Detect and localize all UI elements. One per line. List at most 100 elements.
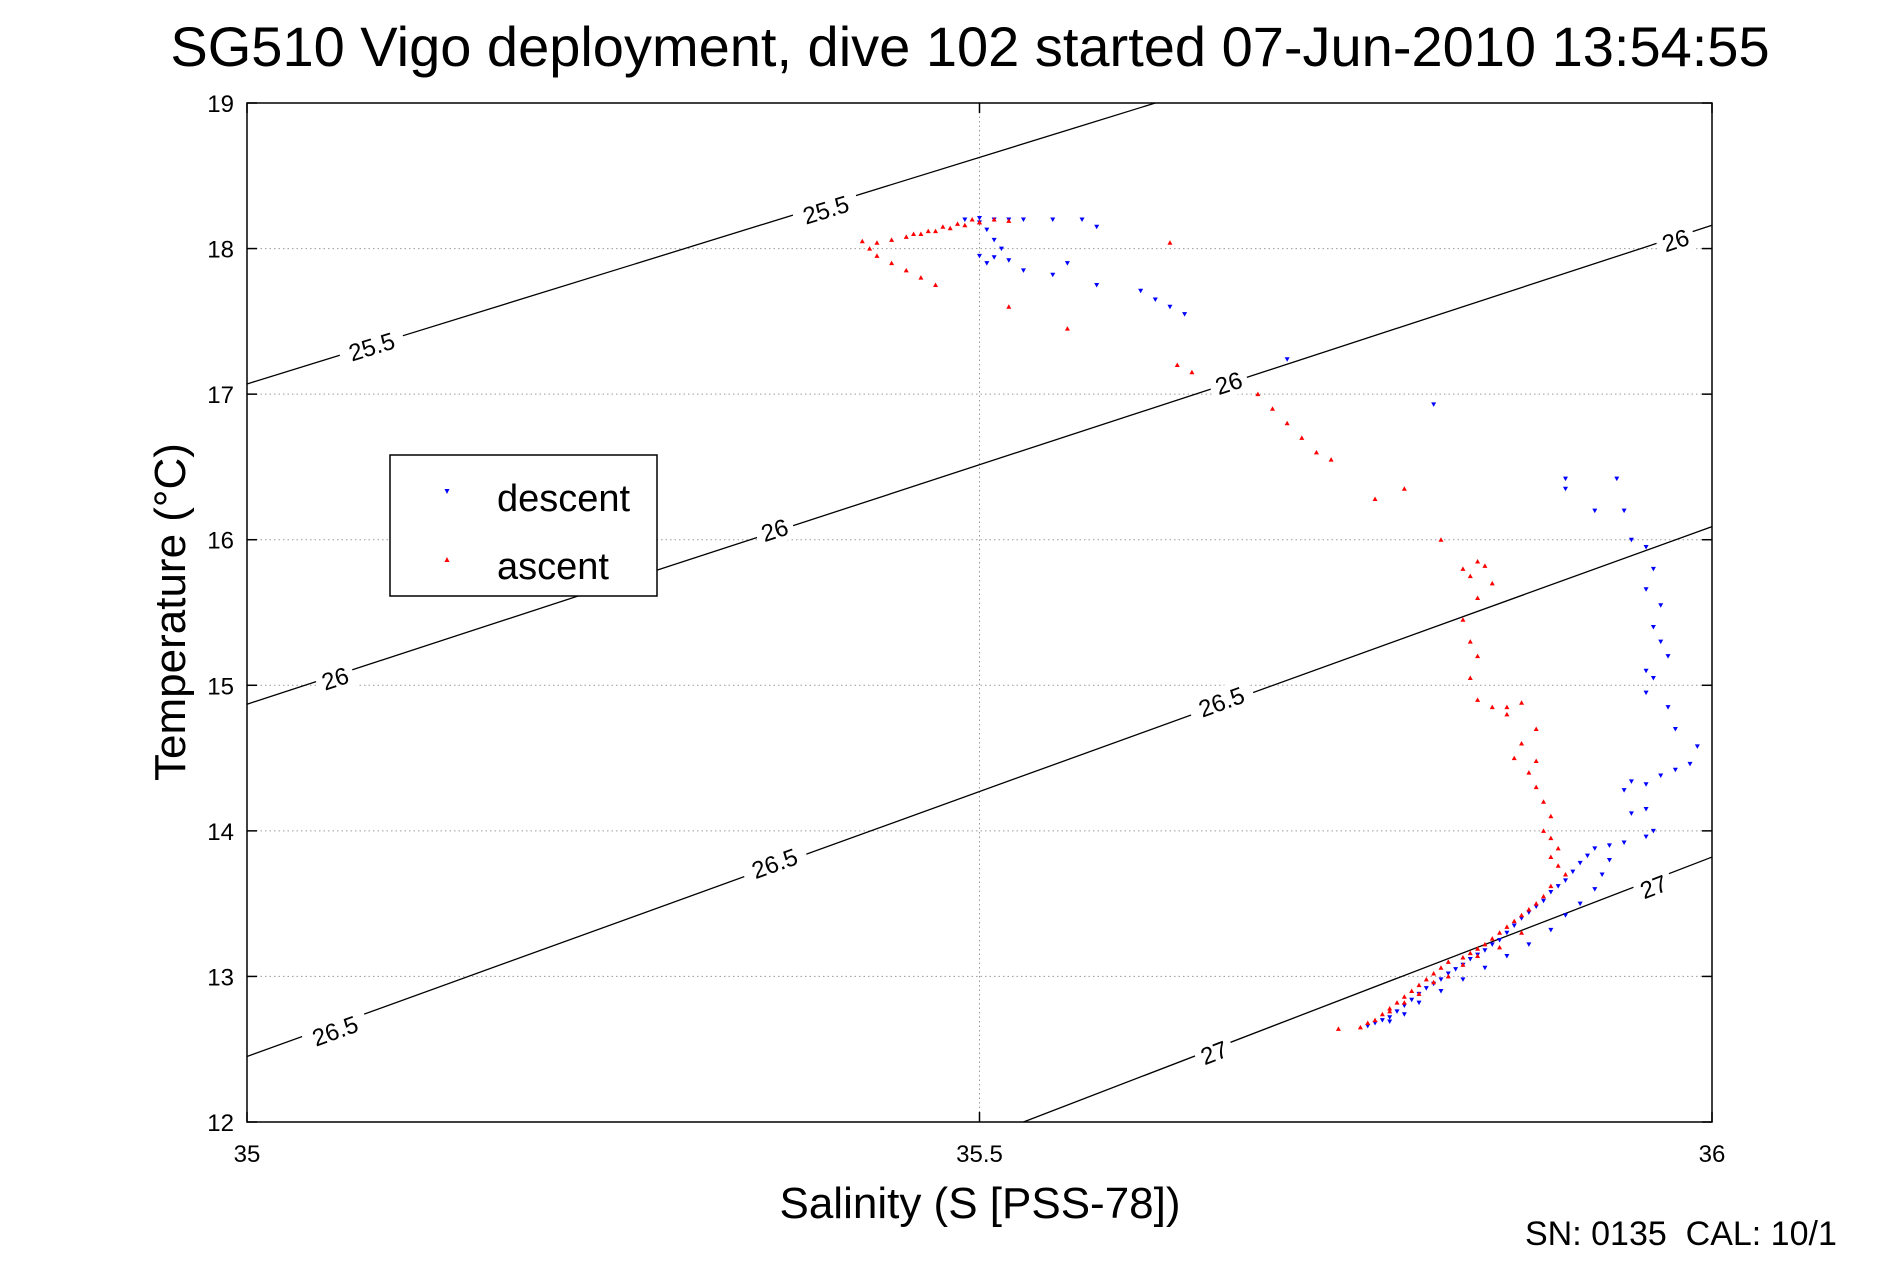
descent-point [1665,654,1671,659]
x-axis-label: Salinity (S [PSS-78]) [779,1179,1180,1228]
y-tick-label: 18 [207,237,234,264]
descent-point [1563,486,1568,492]
contour-label-gap [738,838,811,888]
contour-line [246,224,1713,705]
ascent-point [1504,711,1510,717]
contour-label-gap [1206,363,1251,402]
ascent-point [1431,979,1437,985]
contour-label-gap [1652,220,1698,260]
ascent-point [1467,573,1473,579]
ascent-point [1475,559,1481,564]
descent-point [1599,872,1605,878]
ascent-point [903,267,909,273]
descent-point [1658,773,1664,779]
descent-point [1614,476,1620,482]
ascent-point [1489,936,1495,941]
ascent-point [1299,435,1305,440]
ascent-point [1313,449,1319,455]
ascent-point [1533,758,1539,763]
descent-point [1563,476,1568,482]
ascent-point [1497,944,1503,950]
ascent-point [1423,976,1429,982]
ascent-point [1533,726,1539,731]
descent-point [1182,312,1188,317]
descent-point [1094,224,1100,230]
ascent-point [1460,962,1466,967]
descent-point [1541,898,1547,904]
descent-point [1672,767,1678,773]
ascent-point [918,275,924,280]
descent-point [1643,782,1649,787]
descent-point [1438,977,1444,982]
descent-point [1621,508,1627,514]
ascent-point [1401,1000,1407,1005]
descent-point [1006,258,1012,263]
descent-point [1138,288,1144,294]
descent-point [1020,268,1026,273]
contour-label-gap [751,510,797,549]
ascent-point [1006,304,1012,309]
y-axis-label: Temperature (°C) [146,443,195,781]
descent-point [1423,986,1429,991]
descent-point [1482,948,1488,953]
legend: descent ascent [389,454,658,597]
ascent-point [859,238,865,244]
descent-point [1533,904,1539,910]
descent-point [1284,357,1290,362]
descent-point [1489,942,1495,947]
contour-label-gap [335,322,408,370]
ascent-point [933,282,939,287]
ascent-point [1006,218,1012,223]
y-tick-label: 17 [207,382,234,409]
ascent-point [1467,675,1473,681]
descent-point [1643,587,1649,592]
ascent-point [889,237,895,242]
ascent-point [1328,457,1334,462]
ascent-point [1548,835,1554,841]
descent-point [1497,938,1503,943]
ascent-point [1526,770,1532,775]
ascent-point [874,253,880,258]
descent-point [1643,807,1649,812]
ascent-point [1504,704,1510,710]
ascent-point [933,228,939,234]
ascent-point [1526,906,1532,912]
descent-point [1482,965,1488,971]
descent-point [1548,889,1554,895]
ascent-point [1555,863,1561,868]
y-tick-label: 15 [207,673,234,700]
descent-point [1621,788,1627,793]
descent-point [1394,1009,1400,1014]
ascent-point [1394,1000,1400,1005]
descent-point [1672,726,1678,732]
ascent-point [1379,1011,1385,1017]
ascent-point [1255,391,1261,397]
descent-point [1511,923,1517,928]
ascent-point [911,231,917,237]
descent-point [1372,1021,1378,1026]
descent-point [1416,1000,1422,1006]
legend-ascent-marker [444,557,450,562]
y-tick-label: 12 [207,1110,234,1137]
ascent-point [1519,741,1525,746]
descent-point [1079,217,1085,222]
descent-point [1445,971,1451,977]
descent-point [1563,913,1568,918]
descent-point [1628,537,1634,543]
contour-label-gap [1185,676,1258,726]
ascent-point [903,234,909,239]
ascent-point [1460,955,1466,960]
descent-point [1687,761,1693,767]
ascent-point [1548,813,1554,819]
ascent-point [1372,496,1378,501]
descent-point [998,246,1004,252]
ascent-point [1497,930,1503,935]
ascent-point [1189,369,1195,375]
ascent-point [1387,1008,1393,1014]
y-tick-label: 13 [207,964,234,991]
ascent-point [1519,912,1525,918]
descent-point [1658,639,1664,645]
ascent-point [1511,918,1517,924]
descent-point [1526,910,1532,915]
ascent-point [1533,901,1539,906]
